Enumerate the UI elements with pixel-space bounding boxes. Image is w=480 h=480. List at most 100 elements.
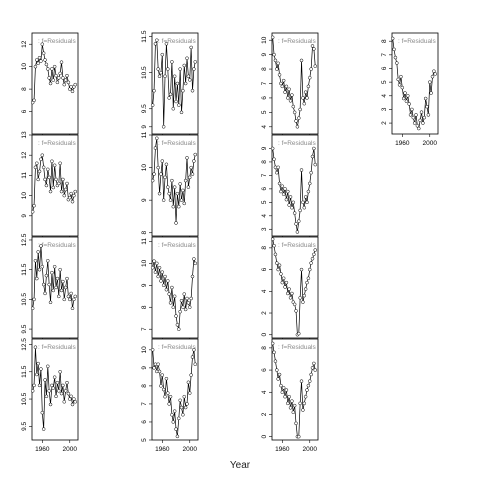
panel-0-1-point: [62, 193, 67, 198]
panel-3-0-point: [412, 121, 417, 125]
panel-2-2-point: [303, 287, 308, 291]
panel-1-3-point: [179, 405, 184, 410]
panel-1-1-point: [155, 136, 159, 141]
panel-1-1-point: [177, 204, 181, 209]
panel-0-2-point: [47, 282, 51, 287]
panel-2-3-point: [301, 408, 305, 412]
panel-1-0-point: [185, 56, 189, 60]
panel-0-1-point: [33, 165, 38, 170]
panel-2-1-point: [313, 162, 318, 167]
panel-3-0-ytick-label: 8: [381, 39, 388, 43]
panel-1-1-point: [190, 172, 195, 176]
panel-0-2-point: [51, 288, 56, 293]
panel-1-2-point: [181, 305, 185, 310]
panel-0-2-point: [40, 264, 45, 269]
panel-1-1-point: [166, 185, 170, 189]
panel-2-1-point: [288, 195, 293, 199]
panel-1-3-ytick-label: 6: [141, 420, 148, 424]
panel-1-2-point: [179, 298, 184, 303]
panel-0-3-point: [41, 427, 46, 431]
panel-2-2-point: [310, 256, 315, 261]
panel-2-0-ytick-label: 6: [261, 96, 268, 100]
panel-2-0-point: [297, 116, 301, 120]
panel-2-1-point: [306, 189, 311, 194]
panel-0-0-point: [33, 64, 38, 69]
panel-1-1-point: [157, 191, 162, 196]
panel-1-0-point: [175, 81, 180, 86]
panel-0-2-point: [62, 297, 67, 302]
panel-2-0-ytick-label: 10: [261, 36, 268, 44]
panel-1-2-point: [189, 296, 193, 301]
panel-3-0-point: [433, 72, 438, 76]
panel-0-0-point: [32, 98, 36, 103]
panel-0-0-point: [36, 61, 40, 66]
panel-1-0-point: [192, 67, 196, 71]
panel-1-2-point: [170, 285, 174, 290]
panel-1-2-point: [157, 265, 162, 270]
panel-1-2-point: [150, 265, 155, 270]
panel-2-2-point: [298, 296, 302, 300]
panel-2-3-point: [312, 361, 316, 366]
panel-2-2-point: [284, 280, 289, 285]
panel-3-0-point: [406, 94, 410, 98]
panel-1-2-point: [182, 292, 187, 296]
panel-1-2-point: [190, 274, 195, 279]
panel-1-2-point: [193, 261, 198, 266]
panel-1-3-point: [186, 380, 191, 385]
panel-1-0-point: [159, 70, 163, 75]
panel-1-3-point: [159, 384, 163, 388]
panel-0-0-point: [40, 42, 45, 46]
panel-3-0-point: [432, 69, 436, 73]
panel-0-1-point: [39, 157, 43, 161]
panel-0-3-point: [70, 402, 75, 407]
panel-2-1-point: [294, 222, 298, 226]
panel-1-1-point: [181, 188, 185, 193]
panel-0-2-point: [39, 244, 43, 248]
panel-1-0-point: [182, 63, 187, 68]
panel-1-2-ytick-label: 9: [141, 283, 148, 287]
panel-0-3-point: [48, 402, 53, 407]
panel-3-0-point: [419, 110, 424, 114]
panel-2-0-point: [272, 52, 276, 57]
panel-2-0-point: [277, 73, 282, 77]
panel-0-2-ytick-label: 10.5: [21, 293, 28, 306]
panel-0-1-ytick-label: 11: [21, 172, 28, 179]
panel-0-1-ytick-label: 9: [21, 214, 28, 218]
panel-1-3-point: [161, 387, 166, 392]
panel-1-3-frame: [151, 338, 199, 441]
panel-2-2-point: [277, 263, 282, 267]
panel-2-0-point: [273, 58, 278, 63]
panel-1-1-point: [192, 159, 196, 163]
panel-1-0-point: [168, 92, 173, 97]
panel-2-0-point: [286, 96, 290, 100]
panel-2-1-point: [276, 165, 280, 170]
panel-2-0-ytick-label: 8: [261, 67, 268, 71]
panel-0-1-point: [48, 189, 53, 194]
panel-3-0-point: [408, 113, 413, 117]
panel-1-2-point: [156, 274, 160, 279]
panel-0-0-point: [73, 82, 78, 87]
panel-0-2-point: [61, 279, 65, 284]
panel-3-0-ytick-label: 2: [381, 121, 388, 125]
panel-3-0-point: [397, 83, 402, 87]
panel-2-0-point: [306, 84, 311, 89]
panel-1-0-point: [178, 67, 182, 71]
panel-2-0-point: [292, 110, 297, 115]
panel-1-3-point: [193, 362, 198, 366]
panel-0-0-point: [43, 58, 47, 62]
panel-0-2-ytick-label: 9.5: [21, 324, 28, 333]
panel-2-1-point: [286, 189, 290, 194]
panel-1-0-ytick-label: 9.5: [141, 104, 148, 113]
panel-0-3-xtick-label: 1960: [35, 446, 50, 453]
panel-1-2-point: [178, 309, 182, 314]
panel-1-3-point: [160, 373, 165, 377]
panel-2-3-point: [306, 383, 311, 388]
panel-2-1-ytick-label: 6: [261, 187, 268, 191]
panel-0-3-series-line: [32, 347, 76, 430]
panel-0-3-point: [50, 383, 54, 388]
panel-2-0-point: [302, 101, 307, 106]
panel-1-2-point: [161, 283, 166, 288]
panel-0-1-point: [32, 203, 36, 208]
panel-2-0-point: [309, 67, 313, 71]
